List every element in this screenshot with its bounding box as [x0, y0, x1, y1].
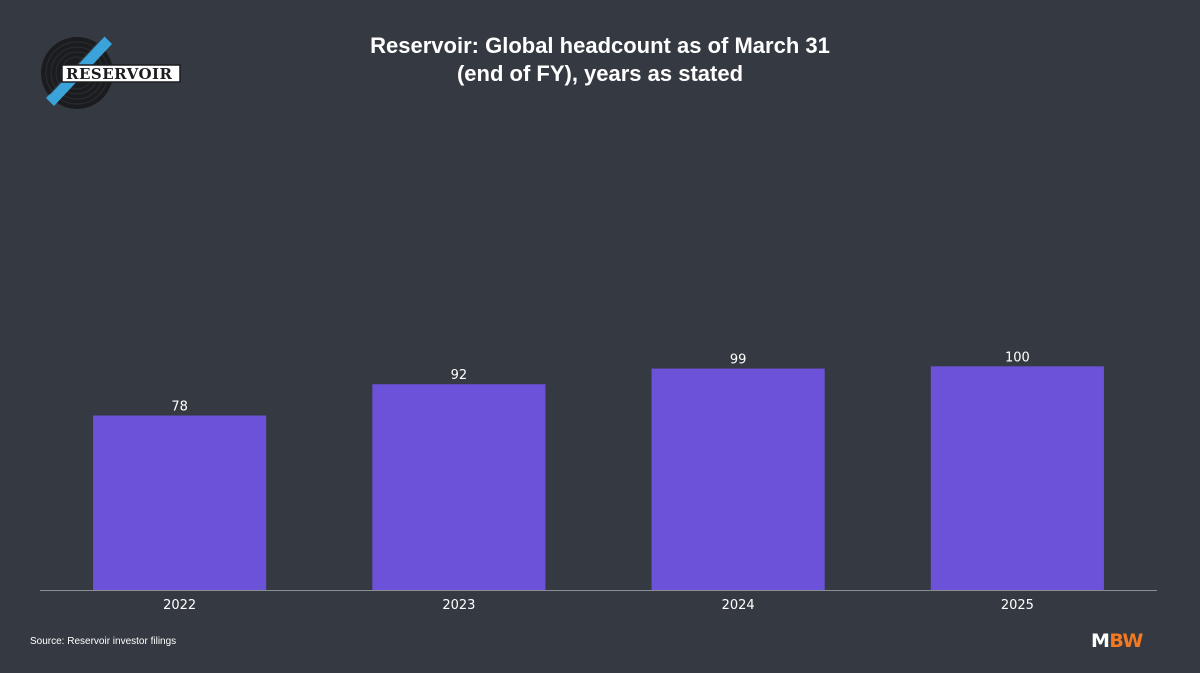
x-tick-labels-layer: 2022 2023 2024 2025 [163, 598, 1034, 613]
logo-wordmark-plate [61, 64, 181, 83]
data-label-2025: 100 [1005, 350, 1030, 365]
data-labels-layer: 78 92 99 100 [171, 350, 1029, 414]
mbw-brand-logo: MBW [1091, 630, 1143, 652]
bar-2022 [93, 415, 267, 590]
logo-wordmark: RESERVOIR [66, 65, 173, 83]
data-label-2024: 99 [730, 353, 747, 368]
bar-2023 [372, 384, 546, 590]
data-label-2022: 78 [171, 400, 188, 415]
chart-title-line-1: Reservoir: Global headcount as of March … [370, 33, 830, 58]
chart-title-line-2: (end of FY), years as stated [456, 61, 744, 86]
bars-layer [93, 366, 1104, 590]
reservoir-logo: RESERVOIR [41, 32, 181, 109]
source-note: Source: Reservoir investor filings [30, 636, 177, 647]
x-tick-label-2025: 2025 [1001, 598, 1034, 613]
bar-2025 [930, 366, 1104, 590]
x-tick-label-2023: 2023 [442, 598, 475, 613]
brand-letters-bw: BW [1109, 630, 1143, 652]
data-label-2023: 92 [451, 368, 468, 383]
bar-2024 [651, 368, 825, 590]
x-tick-label-2024: 2024 [722, 598, 755, 613]
x-tick-label-2022: 2022 [163, 598, 196, 613]
brand-letter-m: M [1091, 630, 1110, 652]
